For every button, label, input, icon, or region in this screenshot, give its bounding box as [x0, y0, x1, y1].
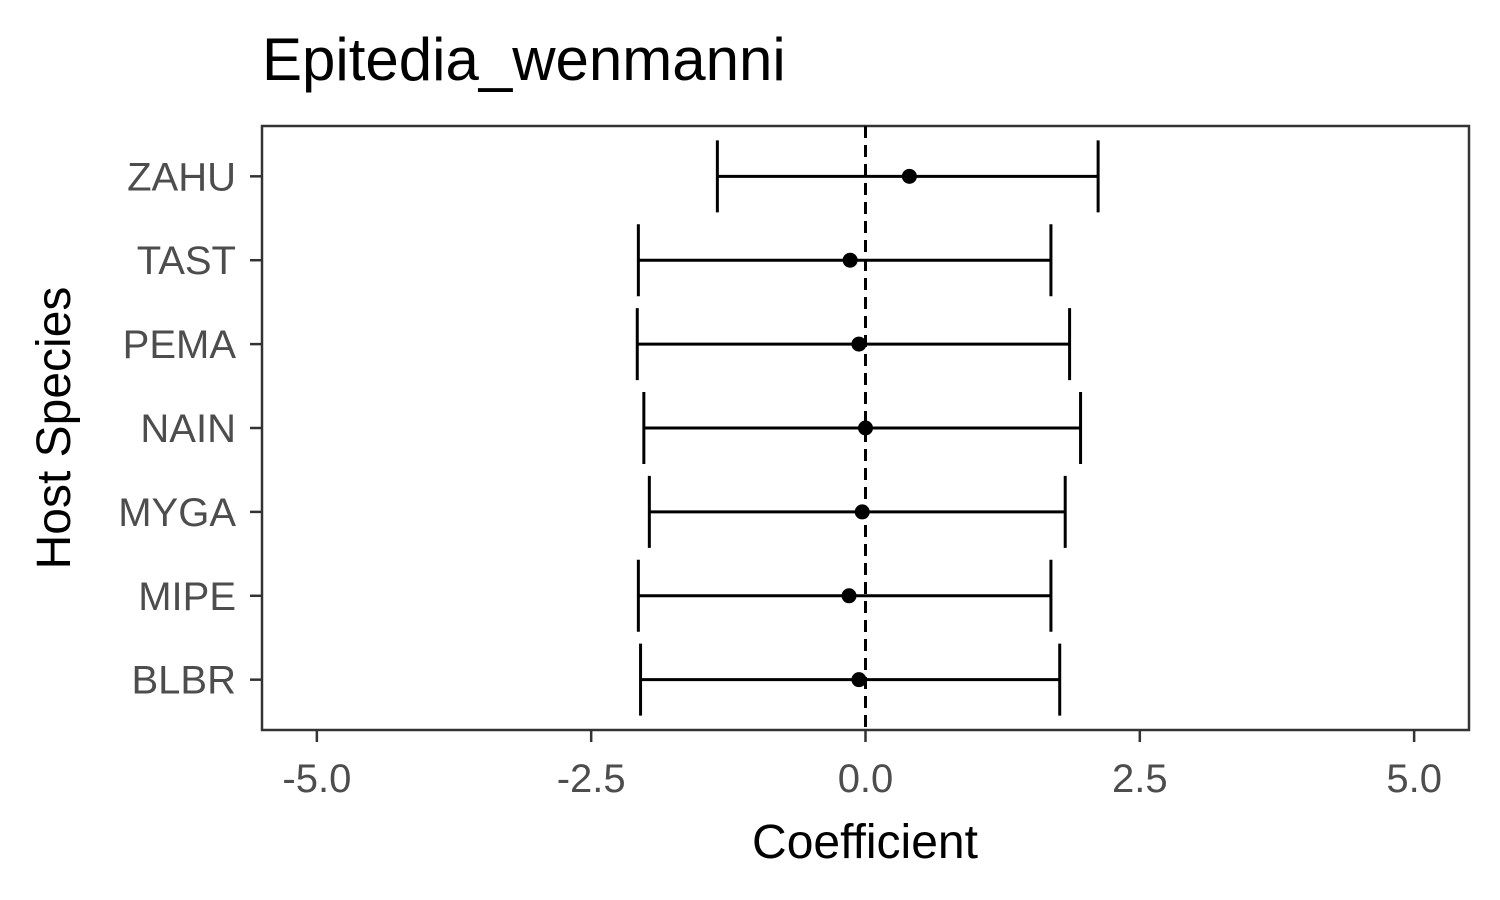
x-tick-label: 0.0 [838, 757, 894, 801]
y-tick-label-blbr: BLBR [132, 659, 237, 703]
x-tick-label: -5.0 [282, 757, 351, 801]
estimate-point-blbr [851, 672, 867, 688]
estimate-point-nain [858, 420, 873, 436]
estimate-point-pema [851, 336, 867, 352]
plot-marks [635, 126, 1100, 730]
estimate-point-tast [842, 252, 858, 268]
y-tick-label-mipe: MIPE [138, 575, 236, 619]
x-axis: -5.0 -2.5 0.0 2.5 5.0 [282, 730, 1442, 801]
y-axis: BLBR MIPE MYGA NAIN PEMA TAST ZAHU [118, 155, 262, 703]
estimate-point-mipe [841, 588, 857, 604]
y-axis-title: Host Species [28, 287, 81, 570]
x-tick-label: -2.5 [557, 757, 626, 801]
x-tick-label: 5.0 [1386, 757, 1442, 801]
chart-title: Epitedia_wenmanni [262, 26, 786, 93]
x-axis-title: Coefficient [752, 816, 978, 869]
y-tick-label-tast: TAST [137, 239, 236, 283]
estimate-point-myga [854, 504, 870, 520]
y-tick-label-nain: NAIN [140, 407, 236, 451]
x-tick-label: 2.5 [1112, 757, 1168, 801]
y-tick-label-myga: MYGA [118, 491, 236, 535]
y-tick-label-pema: PEMA [123, 323, 237, 367]
estimate-point-zahu [901, 168, 917, 184]
y-tick-label-zahu: ZAHU [127, 155, 236, 199]
